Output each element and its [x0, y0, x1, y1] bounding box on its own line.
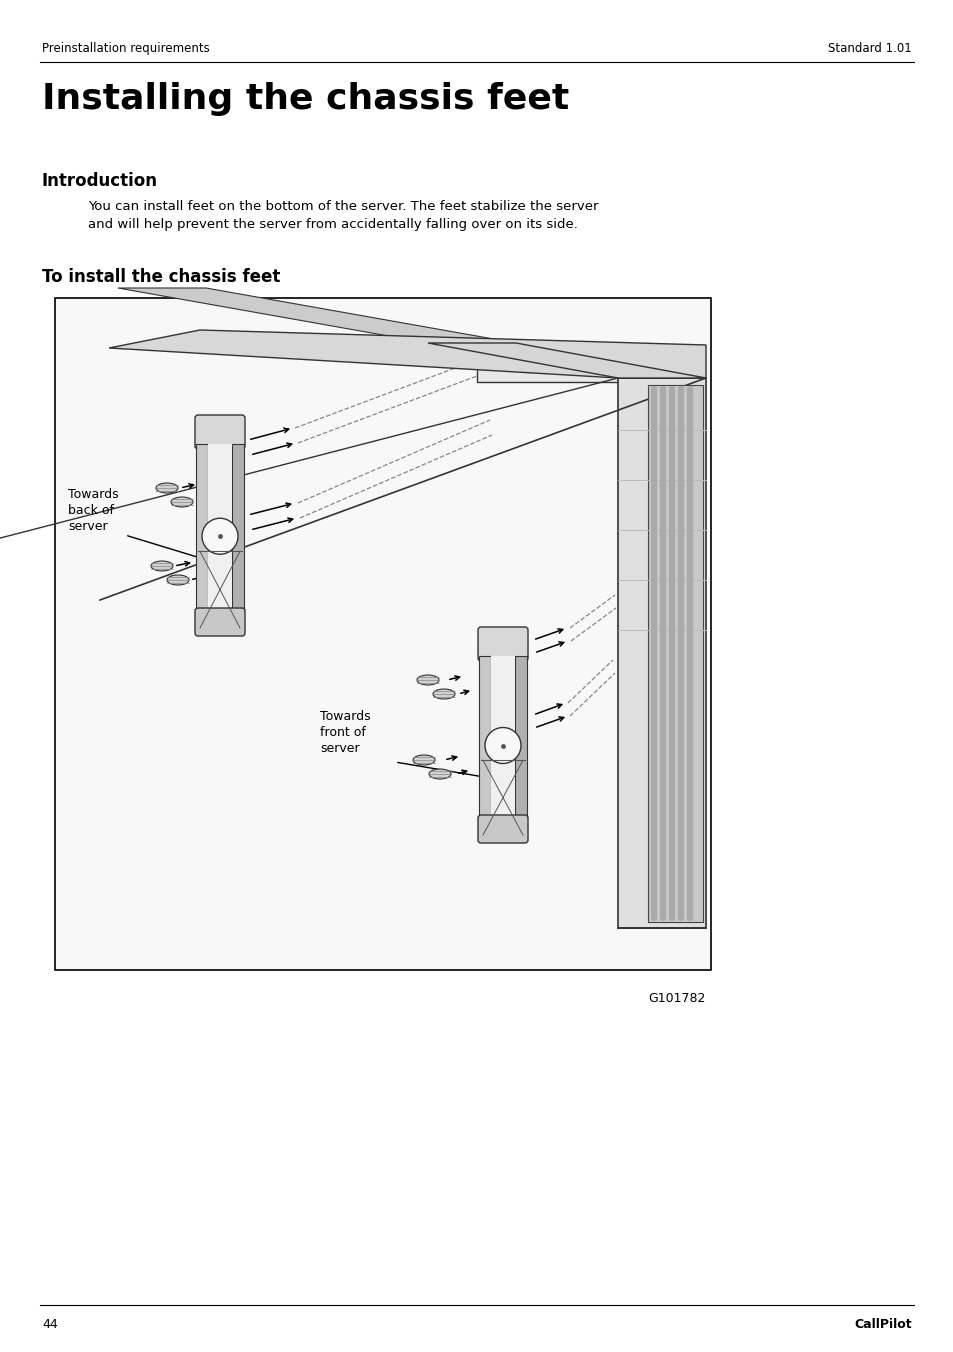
Text: and will help prevent the server from accidentally falling over on its side.: and will help prevent the server from ac… — [88, 218, 578, 231]
Text: Preinstallation requirements: Preinstallation requirements — [42, 42, 210, 55]
Circle shape — [484, 727, 520, 764]
Bar — [515, 656, 526, 818]
Polygon shape — [476, 345, 700, 383]
Text: Towards
front of
server: Towards front of server — [319, 710, 370, 754]
Text: Standard 1.01: Standard 1.01 — [827, 42, 911, 55]
Polygon shape — [118, 288, 516, 343]
Ellipse shape — [429, 769, 451, 779]
Ellipse shape — [416, 675, 438, 685]
Text: 44: 44 — [42, 1318, 58, 1330]
Circle shape — [202, 518, 237, 554]
Ellipse shape — [171, 498, 193, 507]
Bar — [232, 443, 244, 611]
Text: Introduction: Introduction — [42, 172, 158, 191]
FancyBboxPatch shape — [477, 815, 527, 844]
Bar — [478, 656, 491, 818]
Text: To install the chassis feet: To install the chassis feet — [42, 268, 280, 287]
Ellipse shape — [151, 561, 172, 571]
Bar — [208, 443, 232, 611]
Text: G101782: G101782 — [648, 992, 705, 1005]
Polygon shape — [428, 343, 705, 379]
Bar — [647, 385, 702, 922]
Text: Installing the chassis feet: Installing the chassis feet — [42, 82, 569, 116]
Bar — [195, 443, 208, 611]
Bar — [618, 379, 705, 927]
Ellipse shape — [433, 690, 455, 699]
Bar — [491, 656, 515, 818]
FancyBboxPatch shape — [477, 627, 527, 661]
Text: You can install feet on the bottom of the server. The feet stabilize the server: You can install feet on the bottom of th… — [88, 200, 598, 214]
Bar — [55, 297, 710, 969]
Text: Towards
back of
server: Towards back of server — [68, 488, 118, 533]
Ellipse shape — [167, 575, 189, 585]
Ellipse shape — [156, 483, 178, 493]
FancyBboxPatch shape — [194, 608, 245, 635]
Ellipse shape — [413, 754, 435, 765]
Text: CallPilot: CallPilot — [854, 1318, 911, 1330]
FancyBboxPatch shape — [194, 415, 245, 449]
Polygon shape — [109, 330, 705, 379]
